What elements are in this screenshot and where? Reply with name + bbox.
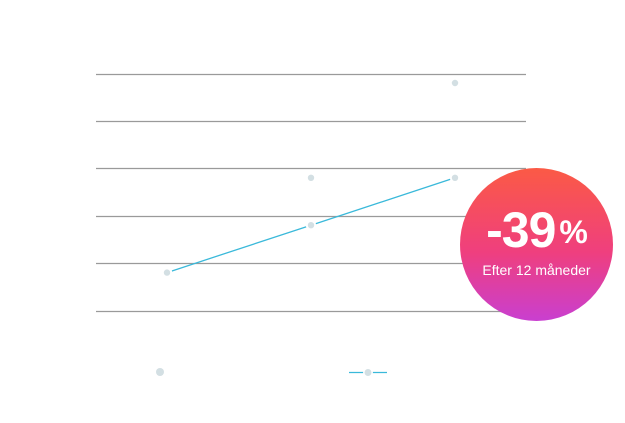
badge-percent-sign: % — [559, 214, 587, 250]
series-2-point-2 — [305, 172, 317, 184]
legend-marker-series-1 — [363, 367, 373, 378]
series-2-point-3 — [449, 77, 461, 89]
data-points — [161, 77, 461, 278]
legend-marker-series-2 — [156, 368, 164, 376]
series-1-point-2 — [305, 220, 317, 231]
series-1-point-1 — [161, 267, 173, 278]
legend — [156, 367, 387, 378]
badge-caption: Efter 12 måneder — [482, 262, 591, 278]
badge-value: -39% — [460, 204, 613, 258]
gridlines — [96, 73, 526, 313]
change-badge: -39% Efter 12 måneder — [460, 168, 613, 321]
badge-number: -39 — [486, 202, 556, 258]
series-1-point-3 — [449, 172, 461, 184]
